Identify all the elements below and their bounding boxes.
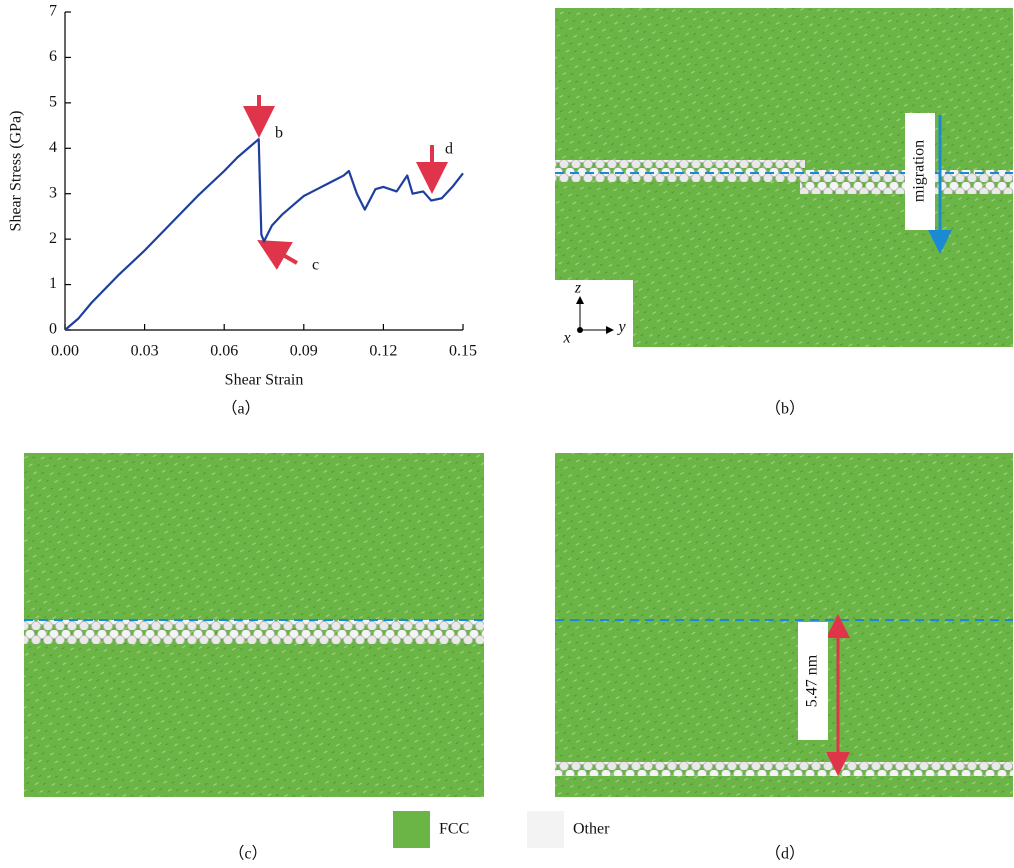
legend-label: Other — [573, 821, 610, 838]
y-tick-label: 5 — [49, 94, 57, 111]
caption: （b） — [765, 400, 805, 418]
x-tick-label: 0.15 — [449, 343, 477, 360]
annotation: migration — [911, 140, 928, 202]
panel-c — [24, 453, 484, 797]
annotation: 5.47 nm — [804, 654, 821, 707]
caption: （d） — [765, 845, 805, 863]
annotation: c — [312, 257, 319, 274]
panel-d — [555, 453, 1013, 797]
y-tick-label: 3 — [49, 184, 57, 201]
stress-line — [65, 139, 463, 330]
caption: （c） — [228, 845, 267, 863]
y-tick-label: 0 — [49, 321, 57, 338]
y-axis-title: Shear Stress (GPa) — [8, 111, 25, 232]
x-tick-label: 0.00 — [51, 343, 79, 360]
legend-swatch — [393, 811, 430, 848]
legend-swatch — [527, 811, 564, 848]
annotation: b — [275, 125, 283, 142]
axis-label: z — [574, 280, 582, 297]
x-tick-label: 0.06 — [210, 343, 238, 360]
x-tick-label: 0.12 — [369, 343, 397, 360]
x-tick-label: 0.09 — [290, 343, 318, 360]
axis-label: x — [562, 330, 570, 347]
annotation: d — [445, 141, 453, 158]
x-tick-label: 0.03 — [131, 343, 159, 360]
x-axis-title: Shear Strain — [225, 372, 304, 389]
y-tick-label: 6 — [49, 48, 57, 65]
caption: （a） — [221, 400, 260, 418]
y-tick-label: 7 — [49, 3, 57, 20]
y-tick-label: 1 — [49, 275, 57, 292]
legend-label: FCC — [439, 821, 469, 838]
panel-b — [555, 8, 1013, 347]
axis-label: y — [616, 319, 626, 336]
figure: 0 1 2 3 4 5 6 7 0.00 0.03 0.06 0.09 0.12 0.15 Shear St… — [0, 0, 1014, 868]
y-tick-label: 2 — [49, 230, 57, 247]
y-tick-label: 4 — [49, 139, 57, 156]
